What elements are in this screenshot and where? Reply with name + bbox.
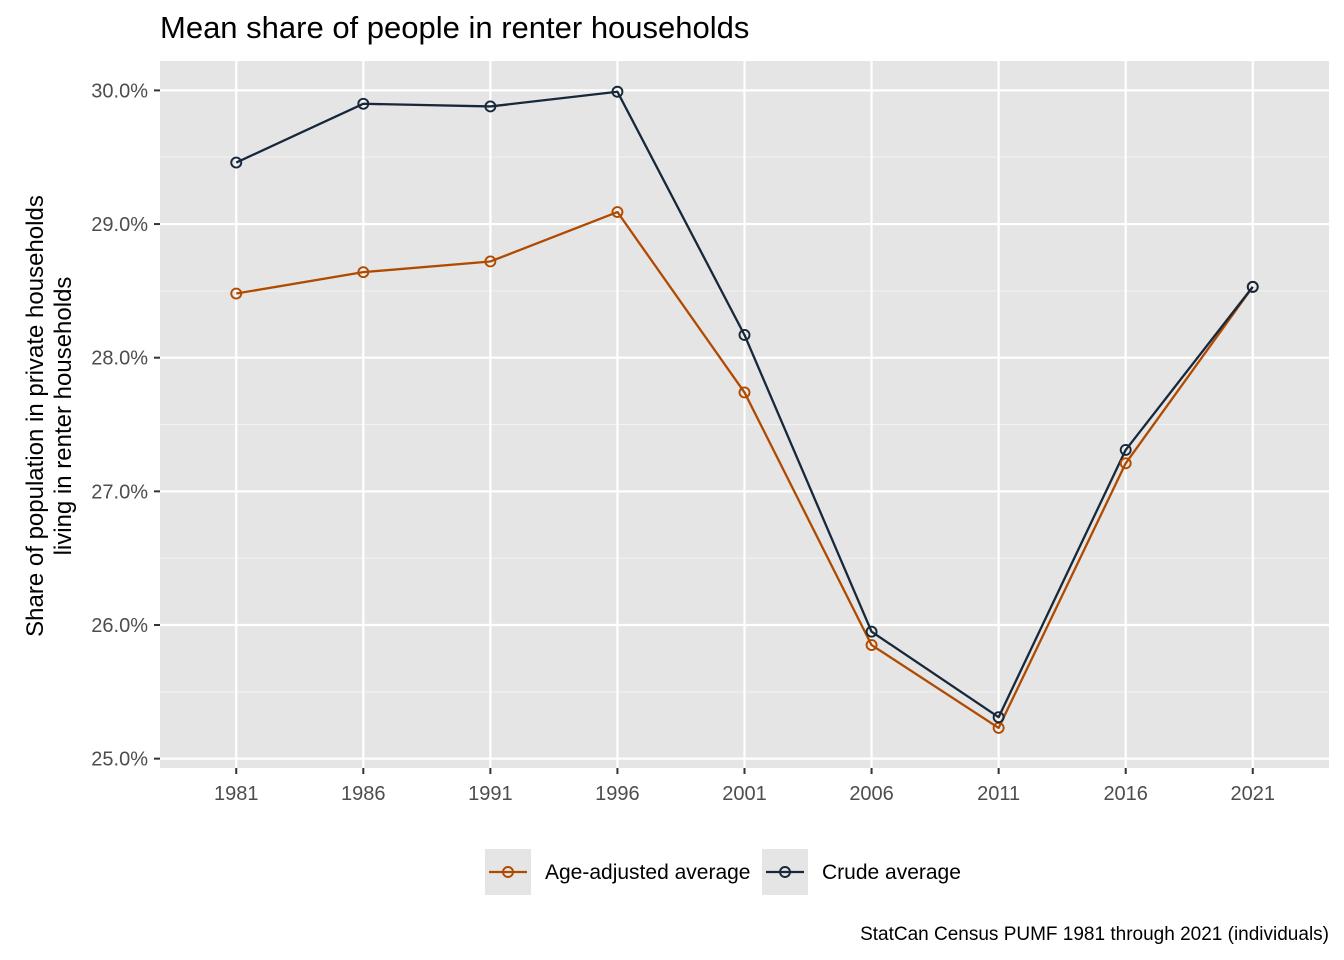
chart-title: Mean share of people in renter household… — [160, 10, 749, 45]
series-line-crude-average — [235, 90, 1254, 719]
x-tick-label: 1986 — [341, 783, 386, 805]
legend-label-crude-average: Crude average — [822, 861, 961, 884]
legend-key-point-crude-average — [779, 866, 791, 878]
data-point-crude-average — [865, 625, 878, 638]
x-tick-label: 2011 — [977, 783, 1020, 805]
data-point-crude-average — [1119, 443, 1132, 456]
legend-label-age-adjusted-average: Age-adjusted average — [545, 861, 750, 884]
series-points — [230, 85, 1259, 734]
data-point-age-adjusted-average — [611, 206, 624, 218]
legend-key-point-age-adjusted-average — [502, 866, 514, 878]
series-line-age-adjusted-average — [236, 210, 1254, 730]
data-point-age-adjusted-average — [484, 255, 497, 268]
data-point-crude-average — [230, 156, 243, 169]
legend: Age-adjusted average Crude average — [485, 849, 961, 895]
x-tick-label: 2021 — [1231, 783, 1276, 805]
data-point-age-adjusted-average — [230, 287, 243, 300]
y-tick-label: 29.0% — [91, 214, 148, 236]
y-tick-label: 25.0% — [91, 749, 148, 771]
y-tick-label: 26.0% — [91, 615, 148, 637]
x-tick-labels: 1981 1986 1991 1996 2001 2006 2011 2016 2021 — [214, 783, 1275, 805]
x-tick-label: 2001 — [722, 783, 767, 805]
data-point-crude-average — [484, 100, 497, 113]
data-point-age-adjusted-average — [357, 266, 370, 279]
data-point-age-adjusted-average — [738, 386, 751, 399]
chart-caption: StatCan Census PUMF 1981 through 2021 (i… — [860, 924, 1329, 945]
y-axis-title-line-2: living in renter households — [50, 277, 77, 556]
data-point-age-adjusted-average — [1119, 457, 1132, 470]
x-tick-label: 1996 — [595, 783, 640, 805]
y-tick-label: 27.0% — [91, 481, 148, 503]
y-axis-title-line-1: Share of population in private household… — [22, 195, 49, 637]
x-tick-label: 1991 — [468, 783, 513, 805]
x-tick-label: 1981 — [214, 783, 259, 805]
data-point-crude-average — [611, 85, 624, 98]
data-point-age-adjusted-average — [865, 639, 878, 651]
data-point-crude-average — [992, 711, 1005, 724]
series-lines — [235, 90, 1254, 730]
axis-ticks — [154, 89, 1254, 774]
y-tick-label: 30.0% — [91, 80, 148, 102]
x-tick-label: 2016 — [1103, 783, 1148, 805]
major-gridlines — [160, 61, 1329, 768]
x-tick-label: 2006 — [849, 783, 894, 805]
y-axis-title: Share of population in private household… — [22, 195, 77, 637]
y-tick-label: 28.0% — [91, 348, 148, 370]
data-point-crude-average — [1246, 280, 1259, 293]
data-point-crude-average — [738, 329, 751, 341]
data-point-crude-average — [357, 97, 370, 110]
y-tick-labels: 25.0% 26.0% 27.0% 28.0% 29.0% 30.0% — [91, 80, 148, 770]
